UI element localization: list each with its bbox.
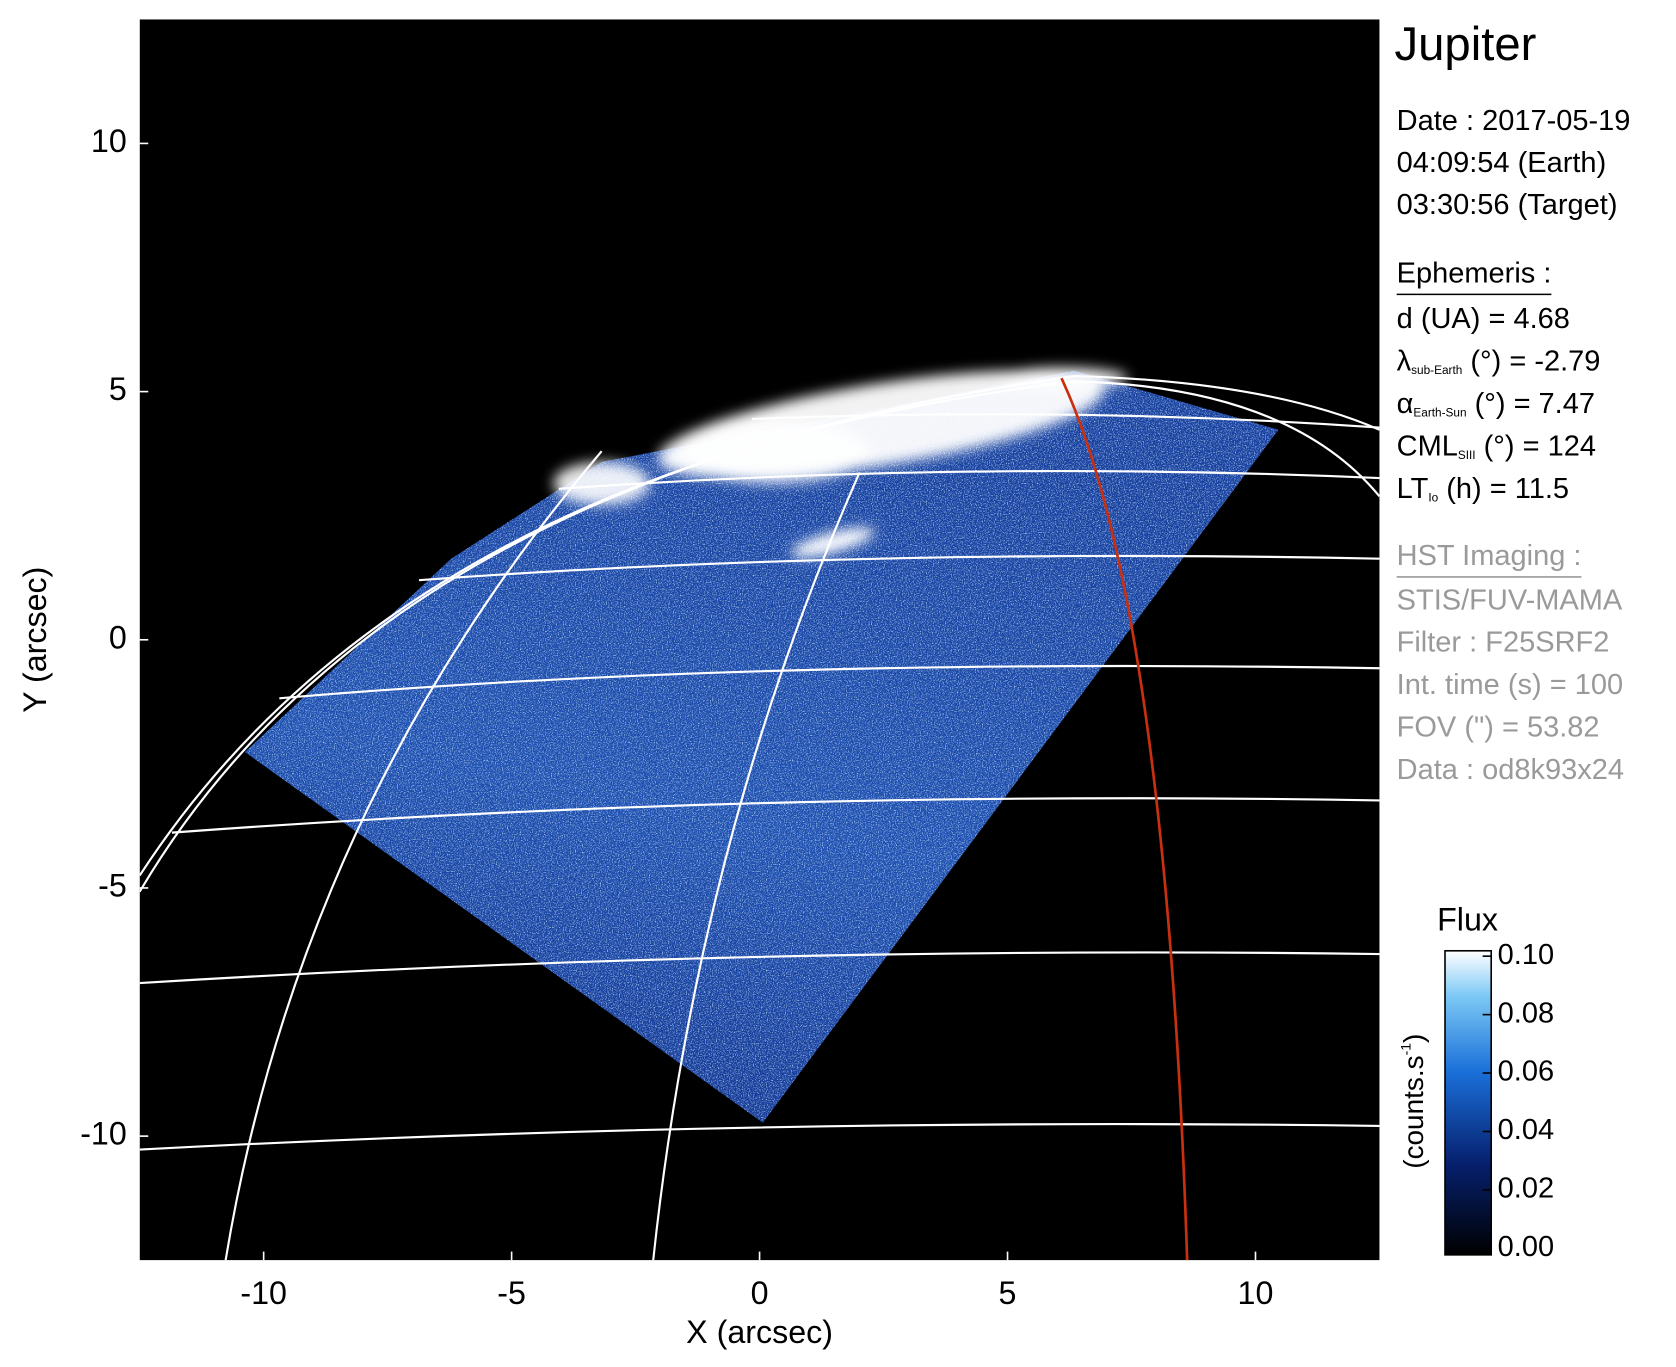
ephemeris-line: αEarth-Sun (°) = 7.47	[1397, 388, 1595, 420]
y-tick-label: -5	[98, 867, 127, 903]
imaging-line: FOV (") = 53.82	[1397, 712, 1600, 744]
ephemeris-value: (°) = 7.47	[1467, 388, 1595, 420]
colorbar-title: Flux	[1437, 901, 1498, 937]
ephemeris-label: d (UA) = 4.68	[1397, 303, 1570, 335]
imaging-line: STIS/FUV-MAMA	[1397, 584, 1623, 616]
x-axis-label: X (arcsec)	[686, 1314, 833, 1350]
ephemeris-label: λ	[1397, 345, 1412, 377]
date-line: 03:30:56 (Target)	[1397, 189, 1618, 221]
ephemeris-sub: Io	[1428, 491, 1438, 505]
ephemeris-sub: Earth-Sun	[1413, 406, 1466, 420]
central-meridian	[1060, 377, 1189, 1261]
date-line: 04:09:54 (Earth)	[1397, 147, 1607, 179]
imaging-line: Filter : F25SRF2	[1397, 627, 1610, 659]
x-tick-label: -5	[497, 1275, 526, 1311]
ephemeris-line: λsub-Earth (°) = -2.79	[1397, 345, 1601, 377]
colorbar-tick-label: 0.10	[1498, 939, 1554, 971]
y-tick-label: -10	[80, 1116, 127, 1152]
y-tick-label: 0	[109, 619, 127, 655]
x-tick-label: 10	[1238, 1275, 1274, 1311]
colorbar-unit: (counts.s-1)	[1397, 1034, 1429, 1169]
imaging-line: Int. time (s) = 100	[1397, 669, 1623, 701]
image	[139, 19, 1380, 1261]
x-tick-label: 0	[751, 1275, 769, 1311]
ephemeris-sub: SIII	[1458, 448, 1476, 462]
colorbar-tick-label: 0.06	[1498, 1056, 1554, 1088]
unit-text: (counts.s	[1398, 1055, 1429, 1168]
ephemeris-line: d (UA) = 4.68	[1397, 303, 1570, 335]
colorbar-tick-label: 0.02	[1498, 1173, 1554, 1205]
y-tick-label: 10	[91, 123, 127, 159]
ephemeris-label: LT	[1397, 473, 1429, 505]
ephemeris-line: LTIo (h) = 11.5	[1397, 473, 1569, 505]
aurora	[553, 367, 1129, 558]
ephemeris-value: (°) = -2.79	[1462, 345, 1600, 377]
colorbar	[1444, 949, 1493, 1256]
date-line: Date : 2017-05-19	[1397, 105, 1631, 137]
unit-end: )	[1398, 1034, 1429, 1043]
chart-title: Jupiter	[1395, 18, 1537, 71]
x-tick-label: -10	[240, 1275, 287, 1311]
colorbar-tick-label: 0.04	[1498, 1114, 1554, 1146]
colorbar-tick-label: 0.08	[1498, 997, 1554, 1029]
imaging-line: Data : od8k93x24	[1397, 754, 1624, 786]
colorbar-tick-label: 0.00	[1498, 1231, 1554, 1263]
section-title: HST Imaging :	[1397, 540, 1582, 572]
ephemeris-sub: sub-Earth	[1411, 363, 1462, 377]
graticule	[139, 374, 1380, 1261]
y-tick-label: 5	[109, 371, 127, 407]
x-tick-label: 5	[999, 1275, 1017, 1311]
y-axis-label: Y (arcsec)	[17, 567, 53, 713]
ephemeris-label: CML	[1397, 430, 1458, 462]
ephemeris-line: CMLSIII (°) = 124	[1397, 430, 1596, 462]
ephemeris-value: (h) = 11.5	[1438, 473, 1569, 505]
ephemeris-label: α	[1397, 388, 1414, 420]
unit-sup: -1	[1397, 1043, 1413, 1056]
ephemeris-value: (°) = 124	[1476, 430, 1596, 462]
section-title: Ephemeris :	[1397, 258, 1552, 290]
